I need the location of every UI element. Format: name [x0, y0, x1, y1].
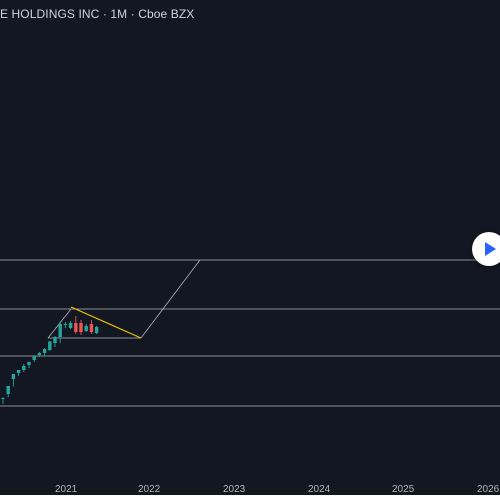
candle-body [37, 353, 42, 355]
x-axis-label-2025: 2025 [392, 484, 415, 495]
bottom-strip [0, 495, 500, 500]
candle-body [42, 349, 47, 353]
candle-body [27, 362, 31, 365]
x-axis-label-2023: 2023 [223, 484, 246, 495]
play-icon [485, 242, 496, 256]
x-axis-label-2021: 2021 [55, 484, 78, 495]
candle-body [63, 324, 68, 325]
candle-body [58, 324, 62, 337]
candle-body [48, 341, 52, 350]
candle-body [11, 374, 16, 379]
candle-body [89, 324, 94, 332]
candle-body [74, 323, 78, 332]
candle-body [16, 370, 21, 373]
candle-body [1, 398, 5, 399]
candle-body [68, 323, 73, 328]
x-axis-label-2026: 2026 [477, 484, 500, 495]
candle-body [22, 366, 26, 370]
wedge-left-edge-line[interactable] [47, 308, 72, 339]
candle-body [6, 386, 10, 394]
x-axis-label-2024: 2024 [308, 484, 331, 495]
candle-body [53, 337, 57, 343]
candlestick-series [1, 316, 99, 404]
play-replay-button[interactable] [472, 232, 500, 266]
candle-body [79, 323, 83, 332]
wedge-upper-trendline[interactable] [70, 306, 142, 339]
candle-body [32, 356, 36, 360]
x-axis-label-2022: 2022 [138, 484, 161, 495]
symbol-title: E HOLDINGS INC · 1M · Cboe BZX [0, 7, 195, 21]
candle-body [84, 326, 88, 331]
candle-body [94, 327, 99, 333]
